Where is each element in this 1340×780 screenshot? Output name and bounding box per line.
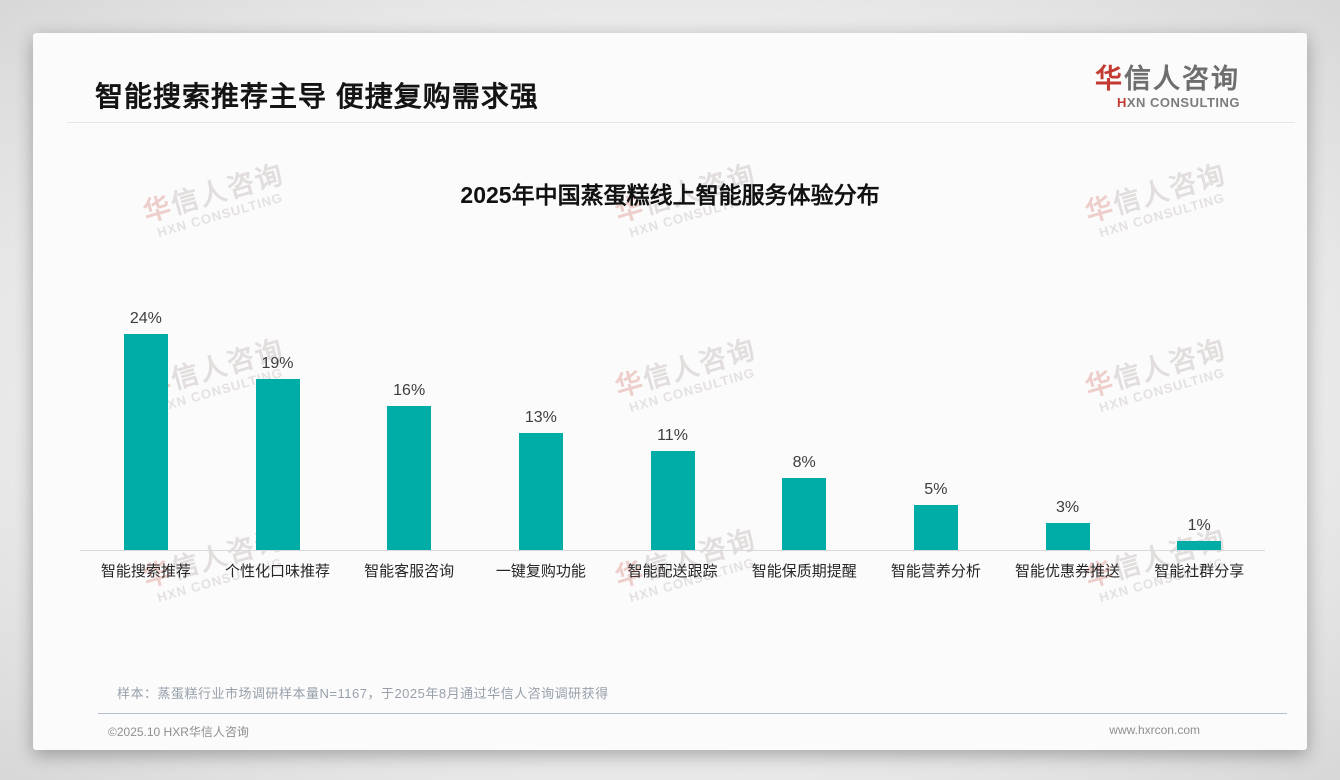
bar-value-label: 5% <box>924 481 948 498</box>
x-axis-line <box>80 550 1265 551</box>
category-label: 个性化口味推荐 <box>225 563 331 580</box>
bar-value-label: 16% <box>393 382 426 399</box>
bar-value-label: 3% <box>1055 499 1080 516</box>
bar <box>123 334 168 550</box>
company-logo: 华信人咨询 HXN CONSULTING <box>1095 64 1240 110</box>
bar-column: 19% <box>212 355 344 550</box>
bar-column: 13% <box>475 409 607 550</box>
bar-value-label: 1% <box>1187 517 1211 534</box>
note-text: 蒸蛋糕行业市场调研样本量N=1167，于2025年8月通过华信人咨询调研获得 <box>157 686 609 701</box>
bar-value-label: 19% <box>261 355 294 372</box>
chart-title: 2025年中国蒸蛋糕线上智能服务体验分布 <box>460 182 880 208</box>
logo-en-accent: H <box>1116 95 1127 110</box>
bar <box>1177 541 1222 550</box>
category-label: 智能配送跟踪 <box>627 563 718 580</box>
bar-value-label: 24% <box>129 310 162 327</box>
note-label: 样本： <box>117 686 158 701</box>
bar-column: 8% <box>738 454 870 550</box>
category-label: 智能营养分析 <box>890 563 981 580</box>
bar <box>782 478 827 550</box>
bar-value-label: 8% <box>792 454 816 471</box>
bar <box>387 406 432 550</box>
bar-plot: 24% 19% 16% 13% 11% 8% 5% 3% 1% <box>80 303 1265 550</box>
bar <box>913 505 958 550</box>
bar-value-label: 11% <box>657 427 688 444</box>
logo-en-rest: XN CONSULTING <box>1126 95 1240 110</box>
bar <box>1045 523 1090 550</box>
bar <box>518 433 563 550</box>
logo-cn-rest: 信人咨询 <box>1124 64 1240 94</box>
category-label: 智能搜索推荐 <box>100 563 191 580</box>
category-label: 智能优惠券推送 <box>1015 563 1121 580</box>
bar-column: 3% <box>1002 499 1134 550</box>
report-card: 华信人咨询 HXN CONSULTING 华信人咨询 HXN CONSULTING 华信… <box>33 33 1307 750</box>
category-label: 智能社群分享 <box>1154 563 1245 580</box>
category-label: 一键复购功能 <box>495 563 586 580</box>
bar <box>255 379 300 550</box>
footer-website: www.hxrcon.com <box>1109 723 1200 737</box>
footer-copyright: ©2025.10 HXR华信人咨询 <box>108 725 249 739</box>
category-label: 智能客服咨询 <box>364 563 455 580</box>
bar-column: 5% <box>870 481 1002 550</box>
bar-column: 16% <box>343 382 475 550</box>
bar-column: 1% <box>1133 517 1265 550</box>
logo-en-text: HXN CONSULTING <box>1095 95 1240 110</box>
logo-cn-accent: 华 <box>1095 64 1124 94</box>
bar <box>650 451 695 550</box>
bar-column: 11% <box>607 427 739 550</box>
header-divider <box>67 122 1295 123</box>
logo-cn-text: 华信人咨询 <box>1095 64 1240 95</box>
bar-value-label: 13% <box>524 409 557 426</box>
page-title: 智能搜索推荐主导 便捷复购需求强 <box>95 81 539 112</box>
sample-note: 样本：蒸蛋糕行业市场调研样本量N=1167，于2025年8月通过华信人咨询调研获… <box>117 683 609 702</box>
category-label: 智能保质期提醒 <box>751 563 857 580</box>
bar-column: 24% <box>80 310 212 550</box>
footer-divider <box>98 713 1287 714</box>
category-row: 智能搜索推荐 个性化口味推荐 智能客服咨询 一键复购功能 智能配送跟踪 智能保质期提醒 智能… <box>80 562 1265 582</box>
